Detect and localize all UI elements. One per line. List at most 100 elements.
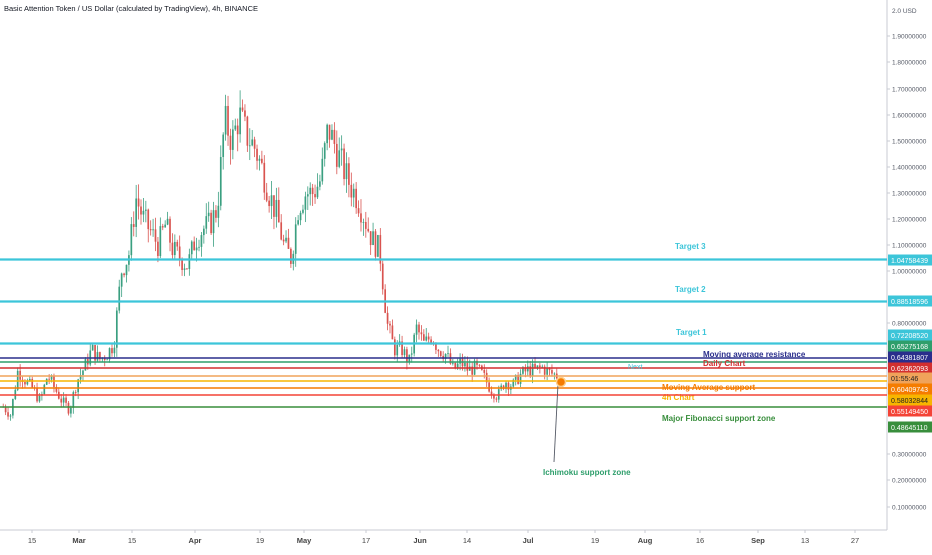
candle-body — [62, 397, 65, 403]
candle-body — [425, 336, 428, 341]
candle-body — [360, 213, 362, 223]
level-label: Moving Average support — [662, 383, 756, 392]
candle-body — [328, 124, 331, 140]
candle-body — [210, 212, 212, 234]
candle-body — [372, 231, 374, 246]
candle-body — [94, 345, 96, 361]
candle-body — [340, 148, 343, 151]
candle-body — [444, 353, 447, 359]
price-axis-top-label: 2.0 USD — [892, 8, 917, 15]
price-badge — [888, 340, 932, 352]
price-badge-label: 0.64381807 — [891, 355, 928, 362]
candle-body — [31, 378, 34, 388]
candle-body — [38, 395, 41, 402]
price-badge-label: 0.65275168 — [891, 344, 928, 351]
candle-body — [142, 210, 145, 215]
candle-body — [323, 143, 326, 159]
time-tick-label: Aug — [638, 536, 653, 545]
candle-body — [108, 348, 111, 360]
candle-body — [248, 145, 251, 147]
price-badge-label: 1.04758439 — [891, 258, 928, 265]
candle-body — [203, 228, 205, 236]
candle-body — [505, 382, 507, 389]
candle-body — [364, 221, 367, 229]
candle-body — [130, 224, 133, 256]
candle-body — [478, 364, 481, 366]
price-badge — [888, 254, 932, 266]
level-label: Daily Chart — [703, 359, 746, 368]
candle-body — [77, 379, 79, 393]
candle-body — [536, 365, 539, 368]
price-badge-label: 0.55149450 — [891, 409, 928, 416]
candle-body — [60, 398, 63, 403]
time-tick-label: 15 — [128, 536, 136, 545]
candle-body — [514, 374, 517, 380]
candle-body — [343, 148, 345, 180]
time-tick-label: 17 — [362, 536, 370, 545]
time-tick-label: Jun — [413, 536, 427, 545]
candle-body — [282, 239, 285, 242]
price-badge-label: 0.58032844 — [891, 398, 928, 405]
candle-body — [193, 241, 196, 251]
candle-body — [154, 229, 157, 242]
candle-body — [113, 347, 116, 354]
candle-body — [553, 373, 556, 375]
candle-body — [420, 332, 423, 335]
price-tick-label: 1.10000000 — [892, 243, 927, 250]
candle-body — [454, 362, 457, 369]
candle-body — [157, 241, 159, 257]
candle-body — [164, 224, 167, 228]
candle-body — [287, 237, 290, 249]
candle-body — [483, 369, 486, 373]
candle-body — [393, 339, 396, 356]
candle-body — [79, 374, 82, 380]
candle-body — [490, 391, 493, 395]
candle-body — [99, 352, 101, 360]
candle-body — [48, 378, 50, 380]
candle-body — [381, 263, 384, 290]
candle-body — [435, 344, 437, 350]
time-tick-label: Sep — [751, 536, 765, 545]
candle-body — [524, 367, 527, 372]
candle-body — [222, 134, 225, 158]
candle-body — [534, 363, 536, 368]
candle-body — [135, 198, 138, 227]
candle-body — [459, 358, 461, 364]
candle-body — [7, 412, 9, 417]
price-tick-label: 1.00000000 — [892, 269, 927, 276]
candle-body — [427, 336, 430, 340]
candle-body — [265, 192, 268, 201]
candle-body — [50, 376, 53, 380]
candle-body — [55, 386, 58, 392]
candle-body — [306, 194, 309, 197]
candle-body — [176, 241, 179, 247]
candle-body — [319, 181, 321, 187]
current-price-marker — [555, 376, 567, 388]
price-tick-label: 1.80000000 — [892, 60, 927, 67]
candle-body — [502, 385, 505, 389]
candle-body — [451, 362, 454, 364]
candle-body — [304, 196, 307, 210]
time-tick-label: Apr — [189, 536, 202, 545]
candle-body — [147, 209, 150, 230]
price-tick-label: 0.10000000 — [892, 505, 927, 512]
candle-body — [345, 163, 348, 180]
candle-body — [348, 163, 350, 185]
candle-body — [123, 273, 125, 276]
candle-body — [299, 212, 302, 221]
candle-body — [144, 209, 147, 211]
candle-body — [350, 184, 353, 198]
candle-body — [28, 378, 31, 381]
candle-body — [244, 110, 246, 117]
candle-body — [239, 107, 241, 135]
candle-body — [280, 222, 283, 240]
candle-body — [437, 349, 440, 352]
candle-body — [268, 200, 270, 207]
candle-body — [410, 353, 413, 355]
candle-body — [4, 406, 7, 413]
candle-body — [495, 398, 498, 400]
price-tick-label: 0.80000000 — [892, 321, 927, 328]
